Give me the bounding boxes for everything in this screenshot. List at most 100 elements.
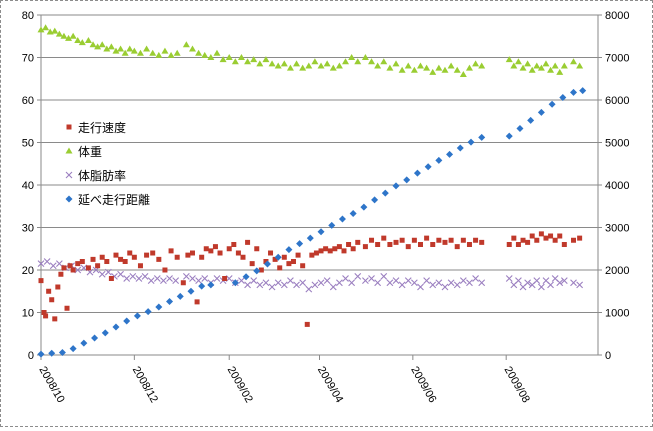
x-marker-stroke bbox=[453, 281, 461, 289]
data-point bbox=[42, 24, 50, 31]
data-point bbox=[466, 242, 472, 247]
y-right-tick-label: 1000 bbox=[605, 308, 629, 320]
data-point bbox=[392, 277, 400, 285]
data-point bbox=[520, 237, 526, 243]
data-point bbox=[453, 66, 461, 73]
data-point bbox=[519, 64, 527, 71]
data-point bbox=[98, 41, 106, 48]
data-point bbox=[579, 87, 587, 95]
data-point bbox=[537, 64, 545, 71]
x-marker-stroke bbox=[472, 275, 479, 282]
data-point bbox=[332, 246, 338, 252]
data-point bbox=[317, 279, 325, 287]
x-marker-stroke bbox=[368, 275, 375, 282]
x-marker-stroke bbox=[547, 281, 554, 289]
data-point bbox=[144, 308, 152, 316]
data-point bbox=[543, 235, 549, 241]
data-point bbox=[213, 49, 221, 56]
data-point bbox=[368, 275, 375, 282]
data-point bbox=[135, 275, 143, 282]
data-point bbox=[311, 58, 319, 65]
x-marker-stroke bbox=[213, 275, 221, 282]
data-point bbox=[280, 281, 288, 289]
data-point bbox=[123, 275, 131, 282]
x-marker-stroke bbox=[478, 279, 486, 287]
data-point bbox=[213, 275, 221, 282]
data-point bbox=[79, 259, 85, 264]
data-point bbox=[300, 263, 306, 269]
data-point bbox=[447, 62, 455, 69]
data-point bbox=[342, 58, 350, 65]
x-marker-stroke bbox=[74, 266, 82, 274]
data-point bbox=[147, 277, 155, 285]
data-point bbox=[317, 228, 325, 236]
data-point bbox=[43, 258, 51, 265]
x-marker-stroke bbox=[195, 277, 203, 285]
data-point bbox=[423, 64, 431, 71]
data-point bbox=[311, 281, 319, 289]
x-marker-stroke bbox=[537, 283, 545, 291]
data-point bbox=[537, 108, 545, 116]
data-point bbox=[173, 49, 181, 56]
data-point bbox=[362, 244, 368, 250]
data-point bbox=[250, 56, 258, 63]
data-point bbox=[85, 265, 91, 271]
data-point bbox=[429, 281, 437, 289]
data-point bbox=[560, 277, 568, 285]
data-point bbox=[295, 252, 301, 258]
x-marker-stroke bbox=[287, 277, 294, 285]
data-point bbox=[263, 260, 271, 268]
x-marker-stroke bbox=[348, 279, 356, 287]
data-point bbox=[473, 237, 479, 243]
data-point bbox=[49, 297, 55, 303]
data-point bbox=[346, 242, 352, 247]
data-point bbox=[74, 266, 82, 274]
data-point bbox=[203, 246, 209, 252]
x-marker-stroke bbox=[542, 277, 550, 285]
x-marker-stroke bbox=[299, 279, 307, 287]
data-point bbox=[411, 237, 417, 243]
data-point bbox=[361, 54, 369, 60]
data-point bbox=[570, 58, 578, 65]
data-point bbox=[286, 261, 292, 267]
data-point bbox=[126, 45, 134, 52]
data-point bbox=[137, 263, 143, 269]
data-point bbox=[380, 272, 388, 280]
y-left-tick-label: 80 bbox=[22, 10, 34, 22]
data-point bbox=[262, 279, 270, 287]
x-marker-stroke bbox=[225, 275, 233, 282]
series-1 bbox=[37, 24, 584, 77]
data-point bbox=[41, 310, 47, 315]
data-point bbox=[505, 132, 513, 140]
x-marker-stroke bbox=[65, 171, 73, 179]
data-point bbox=[368, 58, 376, 65]
data-point bbox=[95, 263, 101, 269]
data-point bbox=[286, 64, 294, 71]
data-point bbox=[398, 66, 406, 73]
data-point bbox=[37, 260, 45, 268]
data-point bbox=[244, 58, 252, 65]
data-point bbox=[446, 150, 454, 158]
data-point bbox=[129, 272, 137, 280]
gridlines bbox=[41, 14, 598, 313]
data-point bbox=[58, 271, 64, 277]
data-point bbox=[453, 281, 461, 289]
data-point bbox=[336, 244, 342, 250]
data-point bbox=[98, 270, 106, 278]
series-3 bbox=[37, 87, 587, 358]
x-marker-stroke bbox=[201, 275, 209, 282]
data-marks bbox=[37, 24, 587, 358]
data-point bbox=[182, 41, 190, 48]
x-marker-stroke bbox=[268, 283, 276, 291]
data-point bbox=[182, 272, 190, 280]
y-left-tick-label: 40 bbox=[22, 180, 34, 192]
x-marker-stroke bbox=[392, 277, 400, 285]
data-point bbox=[467, 138, 475, 146]
data-point bbox=[141, 272, 149, 280]
data-point bbox=[454, 244, 460, 250]
x-marker-stroke bbox=[98, 270, 106, 278]
data-point bbox=[349, 209, 357, 217]
data-point bbox=[335, 62, 343, 69]
